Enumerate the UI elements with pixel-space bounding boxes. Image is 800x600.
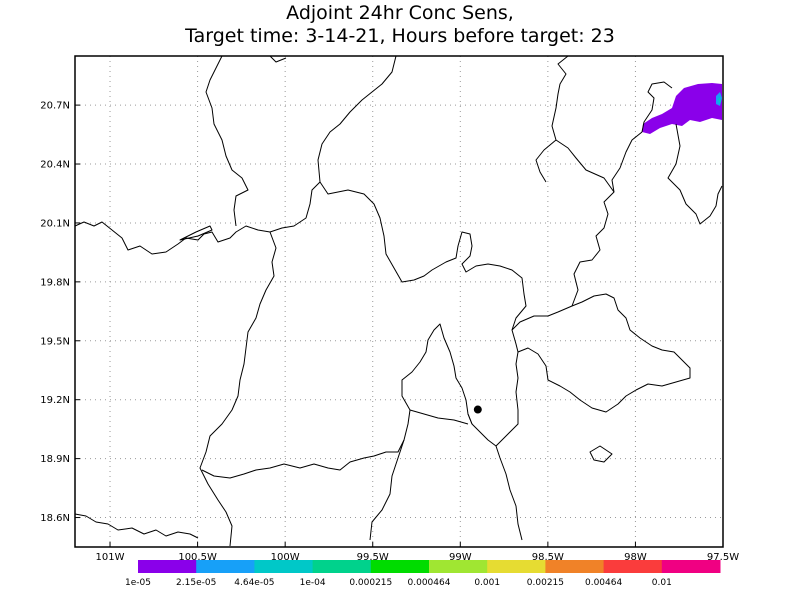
lon-tick-label: 97.5W xyxy=(707,552,739,563)
colorbar-label: 0.001 xyxy=(474,578,500,588)
boundary-line xyxy=(205,55,249,227)
map-frame xyxy=(74,55,724,548)
target-location-marker xyxy=(473,405,482,414)
lat-tick-label: 19.2N xyxy=(40,395,70,406)
colorbar-label: 0.000464 xyxy=(408,578,451,588)
colorbar-label: 0.01 xyxy=(652,578,672,588)
boundary-line xyxy=(667,123,723,225)
colorbar-label: 0.000215 xyxy=(349,578,392,588)
boundary-line xyxy=(269,55,287,63)
colorbar-swatch xyxy=(254,560,314,573)
sensitivity-shading xyxy=(642,83,722,134)
colorbar-swatch xyxy=(429,560,488,573)
boundary-line xyxy=(199,231,277,547)
colorbar xyxy=(138,560,721,573)
lon-tick-label: 100W xyxy=(271,552,300,563)
title-line-2: Target time: 3-14-21, Hours before targe… xyxy=(184,25,615,47)
state-boundaries xyxy=(74,55,723,547)
colorbar-swatch xyxy=(487,560,546,573)
boundary-line xyxy=(317,55,397,183)
colorbar-swatch xyxy=(545,560,605,573)
boundary-line xyxy=(535,139,557,183)
boundary-line xyxy=(409,409,469,425)
boundary-line xyxy=(74,181,321,255)
latitude-tick-labels: 20.7N 20.4N 20.1N 19.8N 19.5N 19.2N 18.9N 18.6N xyxy=(40,101,80,524)
lon-tick-label: 98W xyxy=(624,552,647,563)
sensitivity-region-cyan xyxy=(718,97,721,104)
colorbar-swatch xyxy=(196,560,255,573)
lat-tick-label: 19.8N xyxy=(40,277,70,288)
lon-tick-label: 98.5W xyxy=(532,552,564,563)
lon-tick-label: 99W xyxy=(449,552,472,563)
boundary-line xyxy=(551,55,615,193)
lat-tick-label: 20.7N xyxy=(40,101,70,112)
colorbar-labels: 1e-05 2.15e-05 4.64e-05 1e-04 0.000215 0.0004… xyxy=(125,578,672,588)
colorbar-label: 0.00215 xyxy=(527,578,564,588)
colorbar-swatch xyxy=(312,560,372,573)
lat-tick-label: 18.6N xyxy=(40,513,70,524)
sensitivity-region-purple xyxy=(642,83,722,134)
map-gridlines xyxy=(75,56,724,547)
colorbar-swatch xyxy=(138,560,197,573)
lat-tick-label: 18.9N xyxy=(40,454,70,465)
boundary-line xyxy=(571,131,643,307)
lat-tick-label: 20.4N xyxy=(40,160,70,171)
boundary-line xyxy=(511,293,691,413)
lat-tick-label: 19.5N xyxy=(40,336,70,347)
colorbar-label: 2.15e-05 xyxy=(176,578,216,588)
lon-tick-label: 99.5W xyxy=(357,552,389,563)
colorbar-swatch xyxy=(661,560,721,573)
colorbar-label: 4.64e-05 xyxy=(234,578,274,588)
boundary-line xyxy=(495,445,523,541)
boundary-line xyxy=(74,513,199,539)
boundary-line xyxy=(179,225,213,241)
boundary-line xyxy=(319,181,527,447)
boundary-line xyxy=(369,439,405,541)
title-line-1: Adjoint 24hr Conc Sens, xyxy=(286,2,514,24)
boundary-line xyxy=(641,81,673,133)
longitude-tick-labels: 101W 100.5W 100W 99.5W 99W 98.5W 98W 97.5W xyxy=(96,542,739,563)
colorbar-label: 0.00464 xyxy=(585,578,622,588)
colorbar-label: 1e-04 xyxy=(300,578,326,588)
colorbar-swatch xyxy=(603,560,663,573)
lat-tick-label: 20.1N xyxy=(40,218,70,229)
lon-tick-label: 100.5W xyxy=(178,552,217,563)
colorbar-label: 1e-05 xyxy=(125,578,151,588)
boundary-line xyxy=(589,445,613,463)
boundary-line xyxy=(201,323,473,479)
colorbar-swatch xyxy=(370,560,430,573)
lon-tick-label: 101W xyxy=(96,552,125,563)
